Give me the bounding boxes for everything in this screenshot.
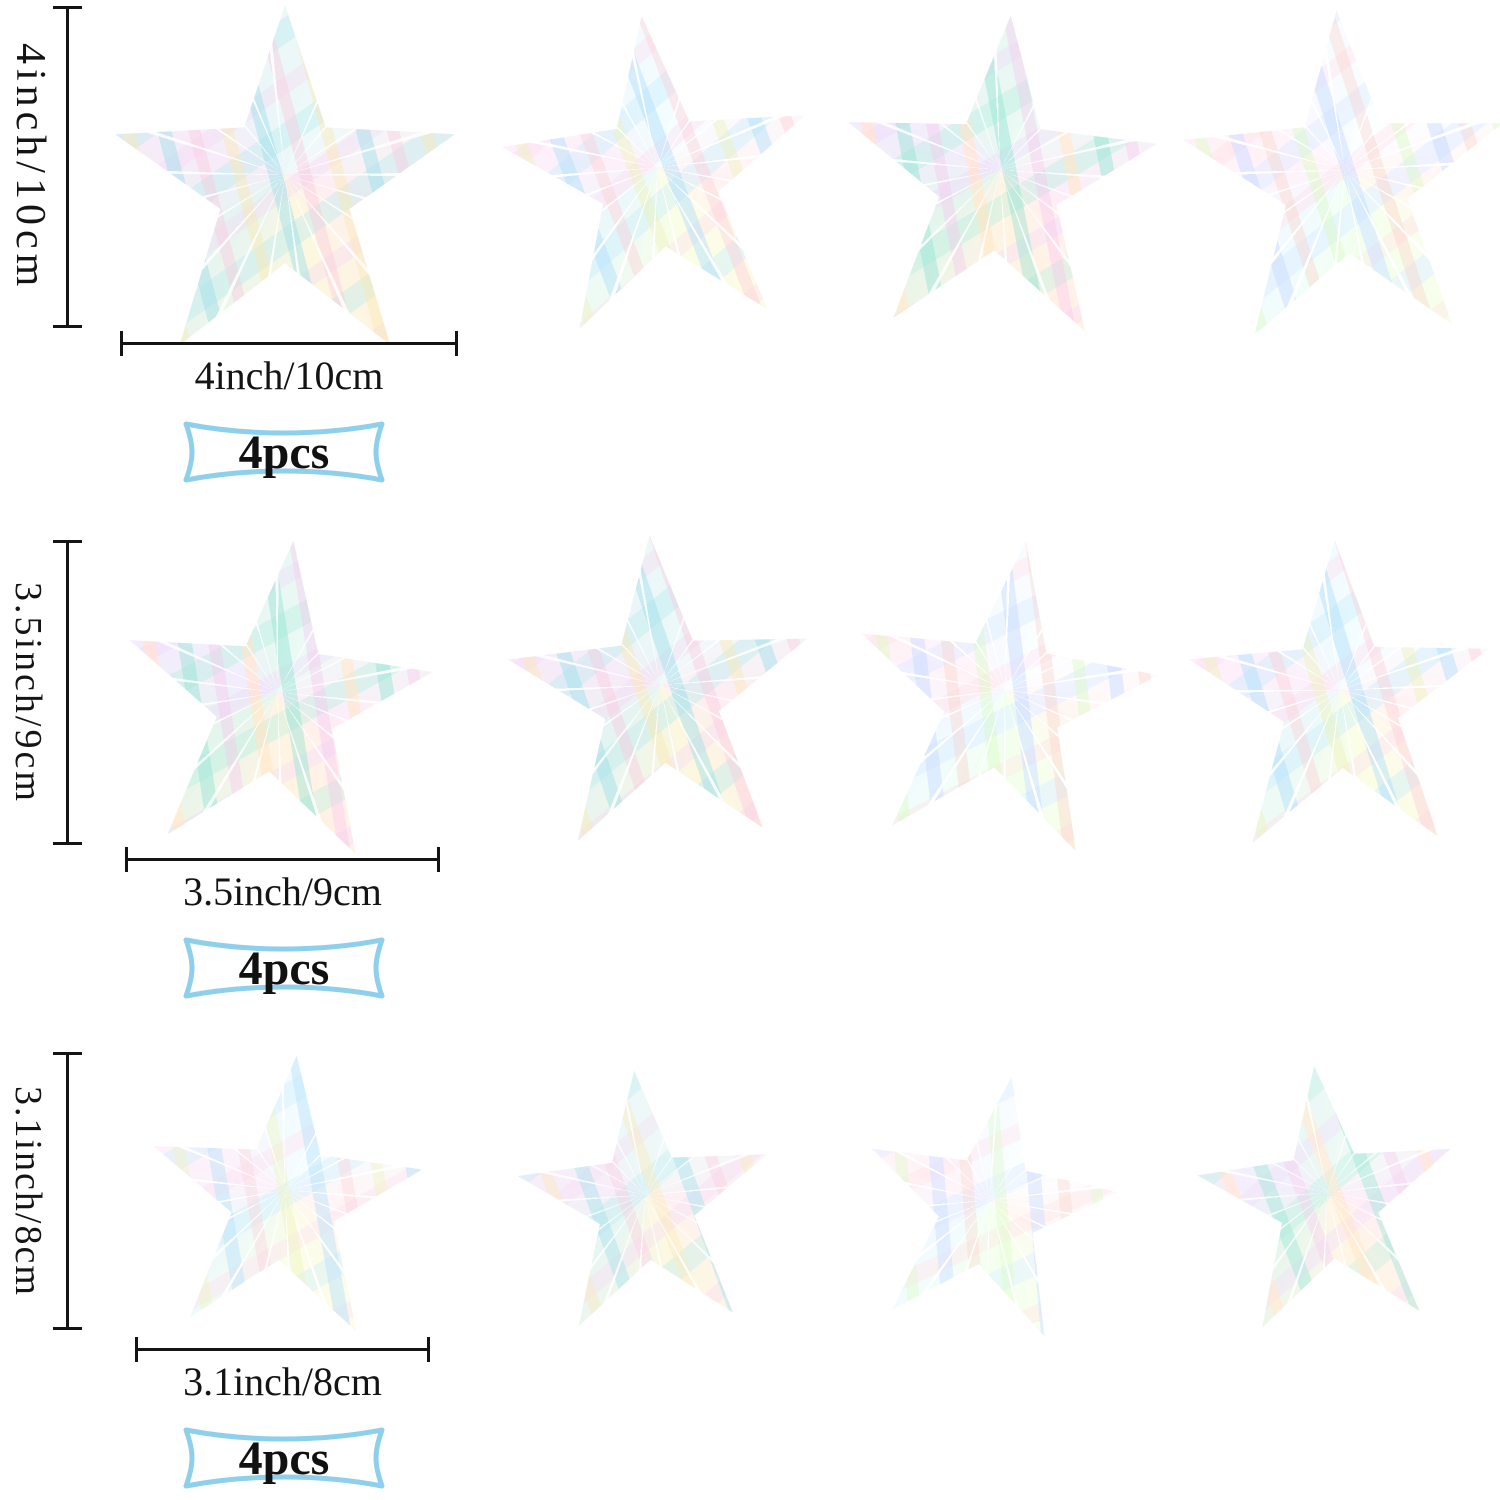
star-decal [835,5,1166,336]
star-decal [510,1060,781,1331]
vertical-dimension-line [53,540,82,845]
pcs-badge-outline [183,937,385,999]
star-decal [500,525,820,845]
horizontal-dimension-line [120,331,458,356]
star-decal [845,1055,1135,1345]
star-decal [836,521,1175,860]
star-decal [115,5,455,345]
horizontal-dimension-line [125,847,440,872]
star-decal [139,1044,432,1337]
pcs-badge: 4pcs [178,1418,390,1498]
height-dimension-label: 3.5inch/9cm [7,581,49,804]
width-dimension-label: 3.1inch/8cm [183,1359,382,1404]
width-dimension-label: 3.5inch/9cm [183,869,382,914]
pcs-count-label: 4pcs [238,425,330,479]
vertical-dimension-line [53,1052,82,1330]
height-dimension-label: 3.1inch/8cm [7,1085,49,1297]
pcs-badge: 4pcs [178,928,390,1008]
star-decal [110,525,445,860]
width-dimension-label: 4inch/10cm [194,353,384,398]
horizontal-dimension-line [135,1337,430,1362]
pcs-count-label: 4pcs [238,941,330,995]
height-dimension-label: 4inch/10cm [7,42,53,292]
star-decal [1177,2,1500,338]
star-decal [1187,1052,1467,1332]
vertical-dimension-line [53,6,82,328]
pcs-badge-outline [183,421,385,483]
star-decal [1185,535,1495,845]
star-decal [490,0,825,335]
pcs-badge-outline [183,1427,385,1489]
pcs-badge: 4pcs [178,412,390,492]
pcs-count-label: 4pcs [238,1431,330,1485]
